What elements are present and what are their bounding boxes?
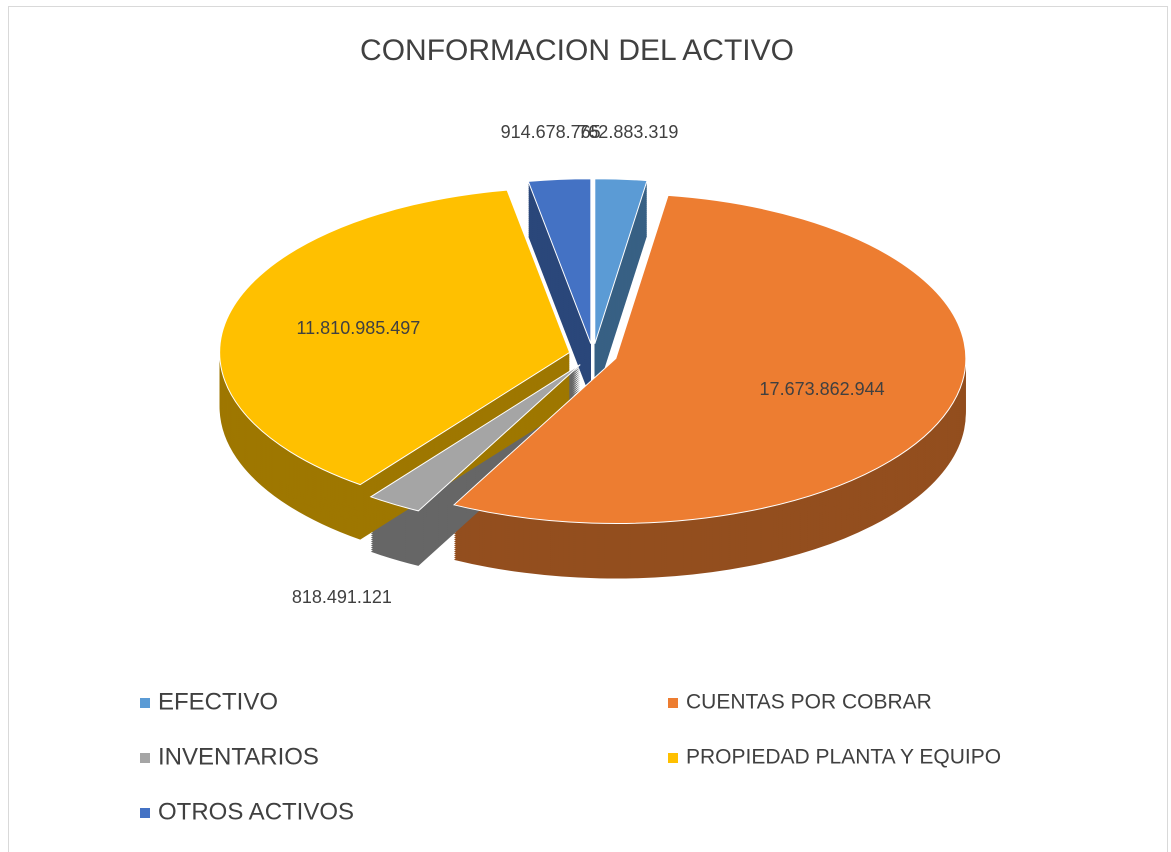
legend-swatch bbox=[668, 698, 678, 708]
legend-label: INVENTARIOS bbox=[158, 743, 319, 770]
legend-label: PROPIEDAD PLANTA Y EQUIPO bbox=[686, 746, 1001, 769]
legend-swatch bbox=[668, 753, 678, 763]
legend-label: CUENTAS POR COBRAR bbox=[686, 691, 932, 714]
data-label: 17.673.862.944 bbox=[760, 379, 885, 399]
data-label: 818.491.121 bbox=[292, 587, 392, 607]
data-label: 11.810.985.497 bbox=[296, 318, 420, 338]
data-labels: 762.883.319 17.673.862.944 818.491.121 11.8… bbox=[292, 122, 885, 607]
slice bbox=[594, 178, 648, 344]
slice bbox=[219, 189, 571, 486]
pie-tops bbox=[219, 178, 967, 525]
slice bbox=[369, 364, 581, 512]
slice bbox=[527, 178, 592, 344]
legend-swatch bbox=[140, 698, 150, 708]
legend-label: OTROS ACTIVOS bbox=[158, 798, 354, 825]
legend-swatch bbox=[140, 753, 150, 763]
legend-label: EFECTIVO bbox=[158, 688, 278, 715]
legend-swatch bbox=[140, 808, 150, 818]
legend: EFECTIVO CUENTAS POR COBRAR INVENTARIOS PRO… bbox=[140, 688, 1001, 825]
data-label: 762.883.319 bbox=[578, 122, 678, 142]
slice bbox=[452, 194, 967, 525]
data-label: 914.678.765 bbox=[501, 122, 601, 142]
chart-title: CONFORMACION DEL ACTIVO bbox=[360, 34, 794, 67]
